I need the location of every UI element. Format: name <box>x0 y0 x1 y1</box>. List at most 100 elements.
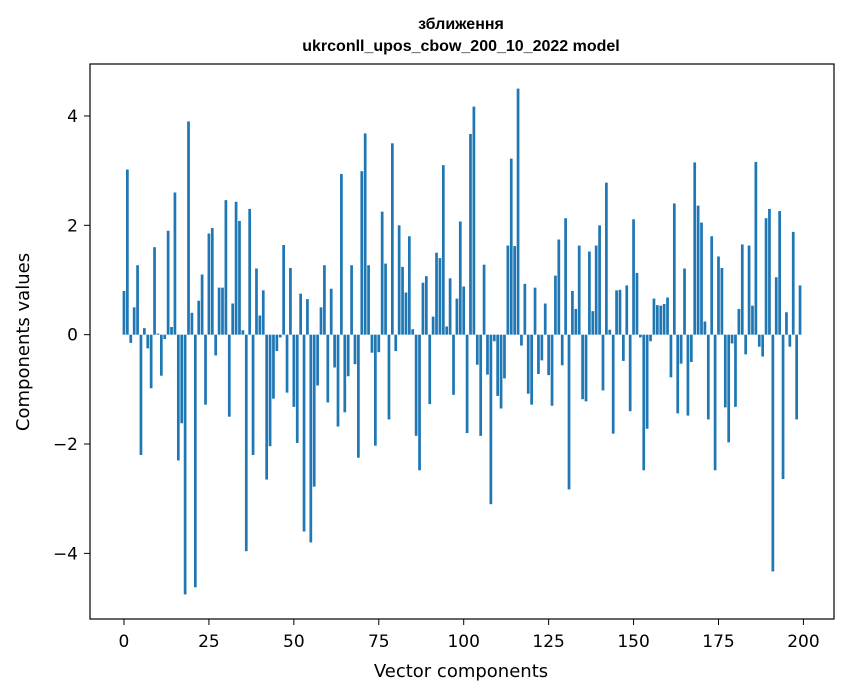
chart-subtitle: ukrconll_upos_cbow_200_10_2022 model <box>302 38 619 55</box>
bar <box>734 334 737 407</box>
bar <box>407 236 411 335</box>
bar <box>747 245 751 335</box>
bar <box>537 334 540 375</box>
bar <box>764 218 768 335</box>
bar <box>316 334 319 386</box>
bar <box>791 231 795 335</box>
bar <box>543 303 547 335</box>
bar <box>492 334 496 342</box>
bar <box>703 321 707 335</box>
bar <box>523 283 527 335</box>
bar <box>418 334 421 471</box>
bar <box>615 290 618 335</box>
x-tick-label: 25 <box>198 632 220 652</box>
bar <box>509 158 513 335</box>
bar <box>170 327 173 335</box>
bar <box>380 211 384 335</box>
bar <box>244 334 248 552</box>
bar <box>574 308 578 335</box>
bar <box>143 328 146 335</box>
bar <box>751 305 754 335</box>
bar <box>486 334 489 375</box>
bar <box>452 334 455 395</box>
bar <box>132 307 136 335</box>
bar <box>319 307 323 335</box>
bar <box>401 266 404 335</box>
bar <box>489 334 493 505</box>
bar <box>571 290 574 335</box>
bar <box>231 303 235 335</box>
bar <box>479 334 483 436</box>
bar <box>391 143 394 335</box>
bar <box>455 298 459 335</box>
chart-title: зближення <box>418 16 504 33</box>
bar <box>482 264 486 335</box>
bar <box>350 265 353 335</box>
bar <box>394 334 398 352</box>
bar <box>645 334 649 429</box>
x-tick-label: 200 <box>787 632 819 652</box>
bar <box>183 334 187 595</box>
x-tick-label: 75 <box>368 632 390 652</box>
bar <box>689 334 693 363</box>
bar <box>306 299 309 335</box>
bar <box>577 245 581 335</box>
bar <box>292 334 296 407</box>
y-tick-label: −2 <box>53 435 78 455</box>
bar <box>526 334 530 394</box>
x-axis-ticks: 0 25 50 75 100 125 150 175 200 <box>119 619 820 652</box>
bar <box>499 334 503 409</box>
bar <box>696 205 700 335</box>
bar <box>795 334 798 420</box>
bar <box>513 246 517 335</box>
bar <box>156 333 160 335</box>
bar <box>159 334 163 376</box>
x-tick-label: 50 <box>283 632 305 652</box>
x-tick-label: 175 <box>702 632 734 652</box>
bar <box>163 334 167 340</box>
bar <box>588 251 591 335</box>
bar <box>197 300 201 335</box>
bar <box>424 276 428 335</box>
bar <box>397 225 401 335</box>
bar <box>149 334 153 389</box>
bar <box>768 208 771 335</box>
bar <box>635 272 639 335</box>
bar <box>258 315 262 335</box>
bar <box>554 275 557 335</box>
bar <box>683 268 686 335</box>
bar <box>360 171 364 335</box>
bar <box>309 334 313 543</box>
bar <box>363 133 367 335</box>
bar <box>713 334 717 471</box>
bar <box>193 334 197 588</box>
bar <box>146 334 150 349</box>
bar <box>669 334 673 378</box>
bar <box>374 334 377 446</box>
bar <box>404 292 408 335</box>
bar <box>639 334 642 338</box>
bar <box>302 334 306 532</box>
bar <box>278 334 282 338</box>
bar <box>628 334 632 412</box>
bar <box>326 334 330 403</box>
bar <box>761 334 765 357</box>
bar <box>605 182 608 335</box>
bar <box>520 334 523 346</box>
bar <box>282 244 285 335</box>
bar <box>268 334 272 447</box>
bar <box>598 225 601 335</box>
bar <box>720 267 724 335</box>
bar <box>126 169 129 335</box>
bar <box>122 290 126 335</box>
bar <box>533 287 537 335</box>
bar <box>737 308 741 335</box>
bar <box>458 221 462 335</box>
bar <box>710 236 714 335</box>
bar <box>340 173 343 335</box>
bar <box>516 88 520 335</box>
bar <box>227 334 231 417</box>
bar <box>190 312 194 335</box>
y-tick-label: −4 <box>53 544 78 564</box>
bar <box>594 245 598 335</box>
